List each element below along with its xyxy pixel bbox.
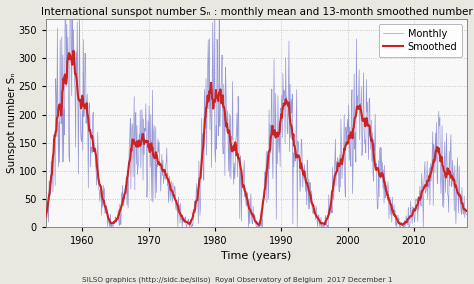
Monthly: [42, 218, 47, 221]
Y-axis label: Sunspot number Sₙ: Sunspot number Sₙ: [7, 73, 17, 173]
Smoothed: [84, 101, 90, 105]
Smoothed: [404, 221, 410, 224]
Monthly: [404, 220, 410, 223]
Line: Smoothed: Smoothed: [45, 51, 466, 225]
Monthly: [330, 166, 336, 169]
Smoothed: [256, 224, 262, 227]
Line: Monthly: Monthly: [45, 0, 466, 227]
Monthly: [464, 213, 469, 216]
Monthly: [421, 170, 427, 174]
Text: SILSO graphics (http://sidc.be/silso)  Royal Observatory of Belgium  2017 Decemb: SILSO graphics (http://sidc.be/silso) Ro…: [82, 276, 392, 283]
Smoothed: [421, 186, 427, 189]
Legend: Monthly, Smoothed: Monthly, Smoothed: [379, 24, 462, 57]
Monthly: [84, 93, 90, 96]
X-axis label: Time (years): Time (years): [221, 251, 292, 262]
Smoothed: [330, 189, 336, 193]
Monthly: [42, 225, 48, 229]
Smoothed: [71, 49, 76, 52]
Title: International sunspot number Sₙ : monthly mean and 13-month smoothed number: International sunspot number Sₙ : monthl…: [41, 7, 473, 17]
Monthly: [279, 94, 284, 97]
Monthly: [135, 164, 141, 168]
Smoothed: [135, 142, 140, 145]
Smoothed: [42, 216, 47, 219]
Smoothed: [464, 209, 469, 212]
Smoothed: [279, 116, 284, 120]
